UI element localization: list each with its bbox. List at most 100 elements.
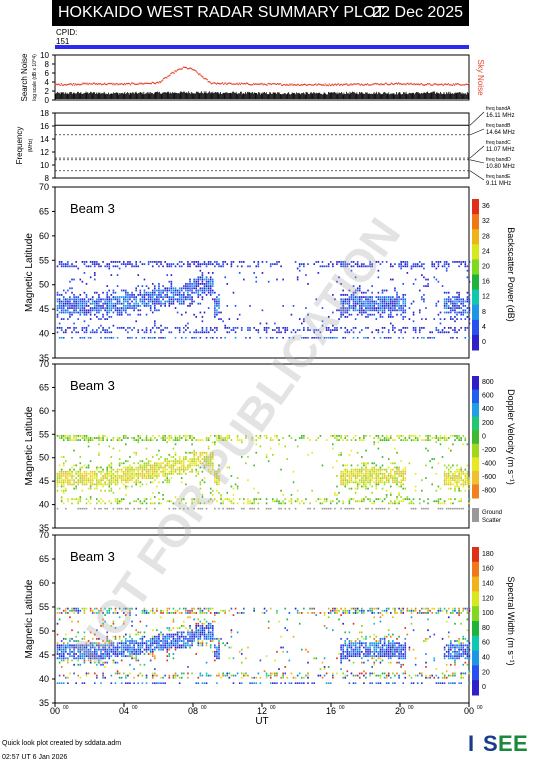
velocity-panel-cell bbox=[392, 462, 394, 464]
velocity-panel-colorbar-tick: 600 bbox=[482, 393, 494, 400]
velocity-panel-cell bbox=[280, 490, 282, 492]
power-panel-cell bbox=[193, 314, 195, 316]
power-panel-cell bbox=[88, 301, 90, 303]
velocity-panel-cell bbox=[98, 508, 100, 510]
velocity-panel-cell bbox=[102, 471, 104, 473]
velocity-panel-cell bbox=[361, 462, 363, 464]
power-panel-cell bbox=[200, 312, 202, 314]
power-panel-cell bbox=[71, 307, 73, 309]
velocity-panel-cell bbox=[268, 460, 270, 462]
velocity-panel-cell bbox=[336, 475, 338, 477]
frequency-band-value: 9.11 MHz bbox=[486, 181, 511, 187]
sky-noise-point bbox=[266, 84, 267, 85]
power-panel-cell bbox=[224, 276, 226, 278]
power-panel-cell bbox=[59, 263, 61, 265]
velocity-panel-ytick-label: 40 bbox=[39, 500, 49, 510]
velocity-panel-cell bbox=[367, 471, 369, 473]
power-panel-cell bbox=[123, 301, 125, 303]
velocity-panel-cell bbox=[88, 437, 90, 439]
power-panel-cell bbox=[392, 329, 394, 331]
power-panel-cell bbox=[264, 329, 266, 331]
power-panel-cell bbox=[94, 279, 96, 281]
power-panel-cell bbox=[150, 298, 152, 300]
frequency-band-name: freq bandD bbox=[486, 157, 511, 163]
power-panel-cell bbox=[421, 265, 423, 267]
power-panel-cell bbox=[185, 283, 187, 285]
sky-noise-point bbox=[199, 73, 200, 74]
velocity-panel-cell bbox=[162, 473, 164, 475]
velocity-panel-cell bbox=[82, 508, 84, 510]
power-panel-cell bbox=[187, 292, 189, 294]
sky-noise-point bbox=[124, 83, 125, 84]
power-panel-cell bbox=[260, 323, 262, 325]
velocity-panel-cell bbox=[231, 502, 233, 504]
power-panel-cell bbox=[104, 337, 106, 339]
velocity-panel-colorbar-tick: 800 bbox=[482, 379, 494, 386]
power-panel-cell bbox=[90, 337, 92, 339]
power-panel-cell bbox=[388, 305, 390, 307]
power-panel-cell bbox=[419, 265, 421, 267]
velocity-panel-cell bbox=[423, 508, 425, 510]
power-panel-cell bbox=[431, 263, 433, 265]
velocity-panel-cell bbox=[96, 469, 98, 471]
power-panel-colorbar-tick: 0 bbox=[482, 339, 486, 346]
velocity-panel-cell bbox=[382, 479, 384, 481]
velocity-panel-cell bbox=[84, 435, 86, 437]
power-panel-cell bbox=[193, 287, 195, 289]
width-panel-cell bbox=[127, 647, 129, 649]
velocity-panel-cell bbox=[185, 437, 187, 439]
velocity-panel-cell bbox=[100, 508, 102, 510]
velocity-panel-cell bbox=[359, 437, 361, 439]
power-panel-cell bbox=[450, 312, 452, 314]
velocity-panel-cell bbox=[384, 481, 386, 483]
velocity-panel-cell bbox=[106, 475, 108, 477]
velocity-panel-cell bbox=[247, 500, 249, 502]
velocity-panel-cell bbox=[429, 435, 431, 437]
power-panel-cell bbox=[419, 312, 421, 314]
velocity-panel-cell bbox=[448, 469, 450, 471]
power-panel-cell bbox=[59, 294, 61, 296]
power-panel-cell bbox=[98, 309, 100, 311]
velocity-panel-cell bbox=[291, 502, 293, 504]
velocity-panel-cell bbox=[166, 441, 168, 443]
velocity-panel-cell bbox=[404, 471, 406, 473]
velocity-panel-cell bbox=[137, 437, 139, 439]
power-panel-cell bbox=[96, 331, 98, 333]
power-panel-cell bbox=[402, 261, 404, 263]
velocity-panel-cell bbox=[454, 481, 456, 483]
power-panel-cell bbox=[106, 312, 108, 314]
power-panel-cell bbox=[394, 298, 396, 300]
power-panel-cell bbox=[106, 292, 108, 294]
power-panel-cell bbox=[113, 325, 115, 327]
velocity-panel-cell bbox=[146, 469, 148, 471]
velocity-panel-cell bbox=[117, 508, 119, 510]
velocity-panel-cell bbox=[415, 473, 417, 475]
velocity-panel-colorbar-segment bbox=[472, 430, 479, 444]
velocity-panel-cell bbox=[90, 498, 92, 500]
velocity-panel-cell bbox=[125, 467, 127, 469]
power-panel-cell bbox=[71, 303, 73, 305]
power-panel-cell bbox=[73, 323, 75, 325]
power-panel-cell bbox=[419, 309, 421, 311]
velocity-panel-cell bbox=[162, 469, 164, 471]
power-panel-cell bbox=[104, 301, 106, 303]
velocity-panel-cell bbox=[253, 502, 255, 504]
velocity-panel-cell bbox=[400, 500, 402, 502]
power-panel-cell bbox=[404, 312, 406, 314]
power-panel-cell bbox=[187, 261, 189, 263]
power-panel-cell bbox=[417, 337, 419, 339]
power-panel-cell bbox=[446, 331, 448, 333]
power-panel-cell bbox=[119, 312, 121, 314]
power-panel-cell bbox=[467, 296, 469, 298]
velocity-panel-cell bbox=[169, 479, 171, 481]
velocity-panel-cell bbox=[175, 435, 177, 437]
velocity-panel-cell bbox=[65, 481, 67, 483]
velocity-panel-cell bbox=[460, 469, 462, 471]
power-panel-cell bbox=[57, 294, 59, 296]
velocity-panel-cell bbox=[142, 502, 144, 504]
velocity-panel-cell bbox=[229, 508, 231, 510]
velocity-panel-cell bbox=[86, 483, 88, 485]
power-panel-cell bbox=[92, 329, 94, 331]
power-panel-cell bbox=[65, 331, 67, 333]
power-panel-cell bbox=[305, 274, 307, 276]
